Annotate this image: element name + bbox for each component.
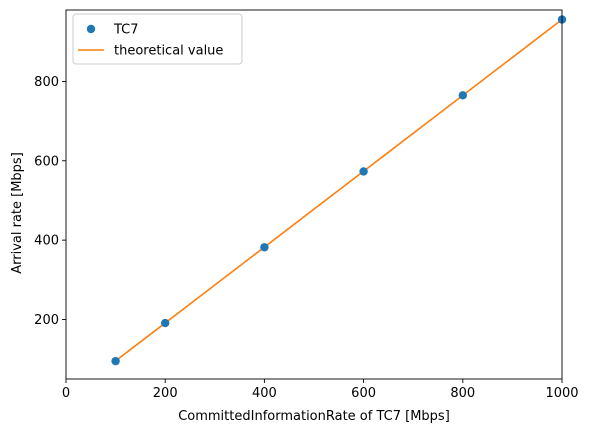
plot-area bbox=[65, 9, 567, 380]
y-axis-label: Arrival rate [Mbps] bbox=[10, 152, 25, 274]
legend-marker-0 bbox=[86, 24, 96, 34]
x-tick-label: 0 bbox=[62, 386, 70, 401]
x-axis-ticks: 0 200 400 600 800 1000 bbox=[62, 379, 579, 401]
y-tick-label: 600 bbox=[34, 154, 59, 169]
legend-box bbox=[72, 13, 243, 65]
x-axis-label: CommittedInformationRate of TC7 [Mbps] bbox=[178, 409, 450, 424]
x-tick-label: 800 bbox=[450, 386, 475, 401]
x-tick-label: 400 bbox=[252, 386, 277, 401]
y-tick-label: 200 bbox=[34, 313, 59, 328]
y-tick-label: 400 bbox=[34, 234, 59, 249]
data-point bbox=[111, 356, 120, 366]
x-tick-label: 600 bbox=[351, 386, 376, 401]
y-tick-label: 800 bbox=[34, 75, 59, 90]
legend-label-1: theoretical value bbox=[114, 44, 223, 59]
data-point bbox=[161, 318, 170, 328]
data-point bbox=[260, 243, 269, 252]
axes-frame bbox=[65, 9, 563, 380]
data-point bbox=[458, 91, 467, 100]
y-axis-ticks: 200 400 600 800 bbox=[34, 75, 66, 328]
x-tick-label: 200 bbox=[153, 386, 178, 401]
x-tick-label: 1000 bbox=[545, 386, 578, 401]
legend: TC7 theoretical value bbox=[72, 13, 243, 65]
legend-label-0: TC7 bbox=[113, 23, 139, 38]
data-point bbox=[359, 167, 368, 176]
series-line-1 bbox=[115, 18, 563, 362]
